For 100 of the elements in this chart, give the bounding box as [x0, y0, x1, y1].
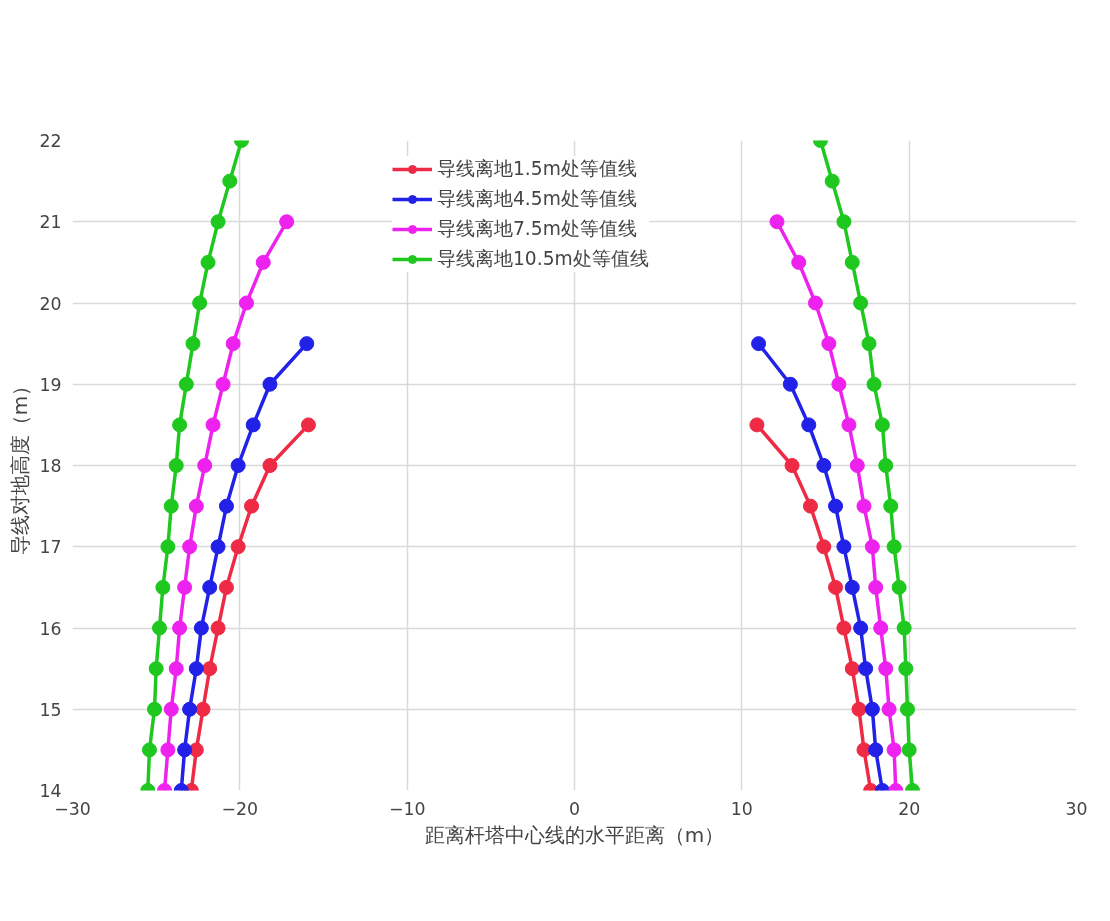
- point: [188, 661, 204, 677]
- y-tick-label: 20: [39, 293, 62, 314]
- legend-label: 导线离地1.5m处等值线: [437, 157, 637, 181]
- point: [205, 417, 221, 433]
- point: [202, 579, 218, 595]
- point: [751, 336, 767, 352]
- point: [172, 620, 188, 636]
- point: [856, 498, 872, 514]
- point: [873, 620, 889, 636]
- point: [200, 254, 216, 270]
- point: [197, 458, 213, 473]
- point: [160, 742, 176, 758]
- point: [861, 336, 877, 352]
- y-tick-label: 17: [39, 537, 62, 558]
- point: [163, 701, 179, 717]
- point: [163, 498, 179, 514]
- point: [749, 417, 765, 433]
- point: [218, 498, 234, 514]
- x-axis-title: 距离杆塔中心线的水平距离（m）: [424, 822, 725, 847]
- point: [230, 539, 246, 555]
- point: [844, 254, 860, 270]
- y-tick-label: 14: [39, 781, 62, 801]
- point: [828, 579, 844, 595]
- point: [816, 458, 832, 473]
- point: [866, 376, 882, 392]
- point: [864, 701, 880, 717]
- y-tick-label: 15: [39, 699, 62, 720]
- point: [824, 173, 840, 189]
- point: [853, 295, 869, 311]
- point: [262, 376, 278, 392]
- point: [874, 417, 890, 433]
- y-tick-label: 16: [39, 618, 62, 639]
- point: [816, 539, 832, 555]
- x-tick-label: 20: [898, 798, 921, 819]
- point: [886, 539, 902, 555]
- x-tick-label: 0: [568, 798, 581, 819]
- point: [896, 620, 912, 636]
- point: [849, 458, 865, 473]
- point: [245, 417, 261, 433]
- point: [868, 742, 884, 758]
- point: [831, 376, 847, 392]
- point: [853, 620, 869, 636]
- point: [836, 214, 852, 230]
- point: [210, 539, 226, 555]
- point: [239, 295, 255, 311]
- point: [878, 661, 894, 677]
- point: [901, 742, 917, 758]
- point: [891, 579, 907, 595]
- point: [886, 742, 902, 758]
- legend-label: 导线离地4.5m处等值线: [437, 187, 637, 211]
- y-tick-label: 19: [39, 374, 62, 395]
- point: [225, 336, 241, 352]
- point: [178, 376, 194, 392]
- point: [141, 742, 157, 758]
- y-axis-title: 导线对地高度（m）: [7, 375, 32, 556]
- x-tick-label: 30: [1065, 798, 1088, 819]
- x-tick-label: 10: [730, 798, 753, 819]
- point: [279, 214, 295, 230]
- point: [883, 498, 899, 514]
- point: [836, 620, 852, 636]
- point: [899, 701, 915, 717]
- point: [898, 661, 914, 677]
- point: [858, 661, 874, 677]
- point: [155, 579, 171, 595]
- point: [864, 539, 880, 555]
- point: [807, 295, 823, 311]
- point: [255, 254, 271, 270]
- point: [152, 620, 168, 636]
- point: [262, 458, 278, 473]
- x-tick-label: −10: [388, 798, 426, 819]
- legend-label: 导线离地10.5m处等值线: [437, 247, 649, 271]
- point: [782, 376, 798, 392]
- point: [177, 579, 193, 595]
- point: [844, 661, 860, 677]
- point: [172, 417, 188, 433]
- point: [769, 214, 785, 230]
- point: [202, 661, 218, 677]
- point: [182, 539, 198, 555]
- point: [168, 458, 184, 473]
- point: [836, 539, 852, 555]
- point: [185, 336, 201, 352]
- point: [878, 458, 894, 473]
- point: [784, 458, 800, 473]
- point: [881, 701, 897, 717]
- point: [230, 458, 246, 473]
- point: [182, 701, 198, 717]
- point: [177, 742, 193, 758]
- x-tick-label: −20: [221, 798, 259, 819]
- point: [868, 579, 884, 595]
- y-tick-label: 22: [39, 131, 62, 151]
- point: [168, 661, 184, 677]
- y-tick-label: 18: [39, 456, 62, 476]
- point: [215, 376, 231, 392]
- point: [148, 661, 164, 677]
- point: [244, 498, 260, 514]
- point: [821, 336, 837, 352]
- point: [193, 620, 209, 636]
- point: [222, 173, 238, 189]
- x-tick-label: −30: [54, 798, 91, 819]
- legend-label: 导线离地7.5m处等值线: [437, 217, 637, 241]
